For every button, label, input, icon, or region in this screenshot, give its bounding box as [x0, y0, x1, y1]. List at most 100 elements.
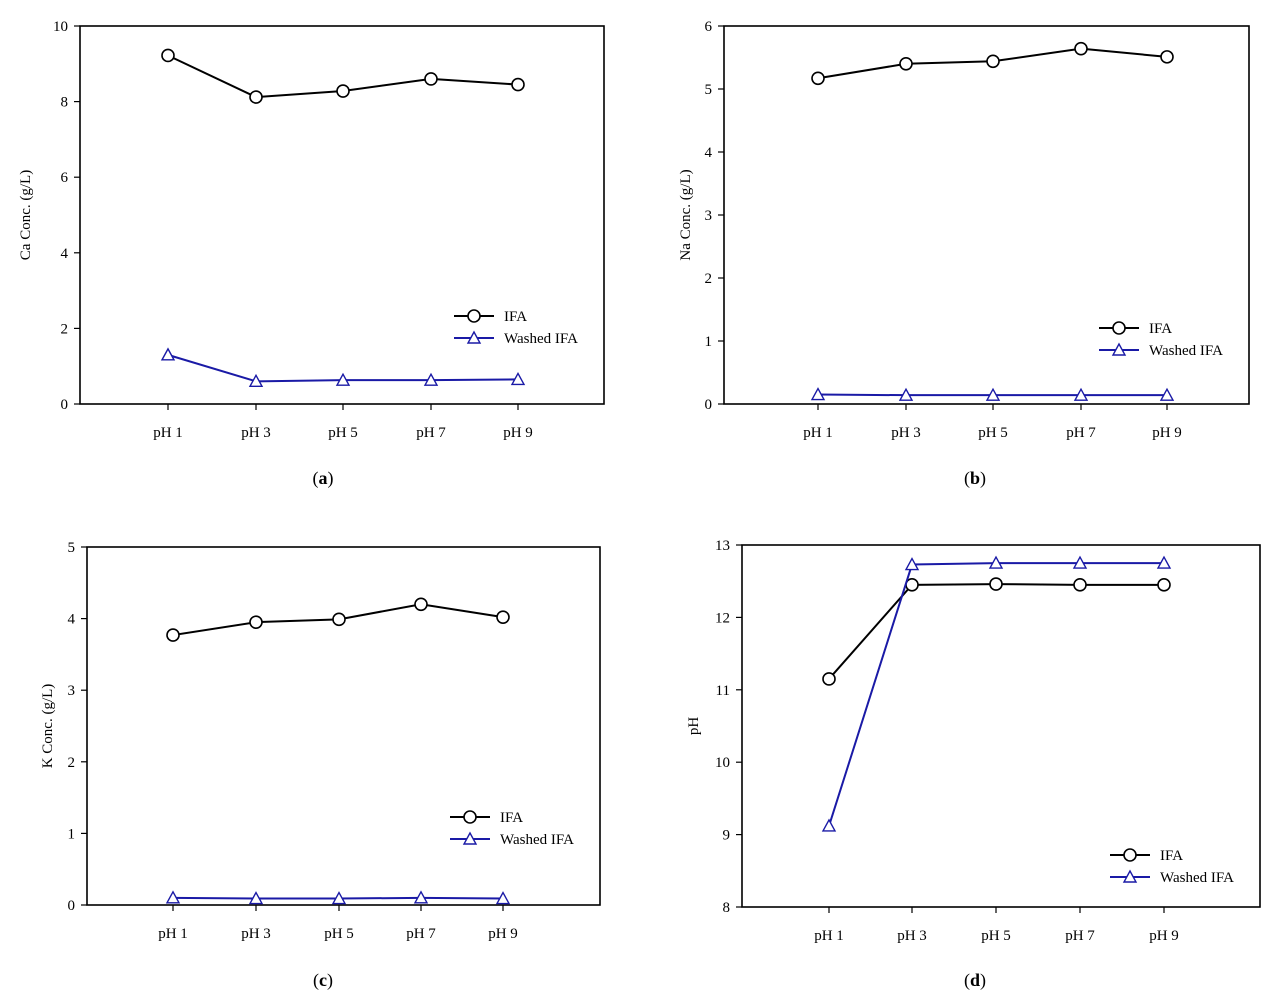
panel-caption-b: (b)	[964, 468, 986, 489]
y-axis-label: K Conc. (g/L)	[40, 684, 56, 769]
data-point-washed-ifa	[510, 371, 526, 386]
caption-paren-close: )	[980, 468, 986, 489]
y-axis-label: Na Conc. (g/L)	[678, 169, 694, 260]
y-tick-label: 3	[68, 683, 76, 699]
legend-label: IFA	[504, 309, 527, 325]
caption-paren-open: (	[313, 970, 319, 991]
y-tick-label: 12	[715, 610, 730, 626]
data-point-ifa	[496, 610, 510, 624]
x-tick-label: pH 1	[153, 425, 183, 441]
data-point-washed-ifa	[248, 891, 264, 905]
legend-entry-ifa: IFA	[1099, 321, 1172, 337]
chart-panel-a: 0 2 4 6 8 10 pH 1 pH 3 pH 5 pH 7 pH 9 Ca Conc. (g/L…	[18, 19, 605, 441]
legend-marker-circle	[1112, 321, 1126, 335]
y-tick-label: 4	[61, 246, 69, 262]
y-axis-label: Ca Conc. (g/L)	[18, 170, 34, 260]
legend-label: IFA	[1160, 848, 1183, 864]
data-point-ifa	[166, 628, 180, 642]
y-tick-label: 10	[53, 19, 68, 35]
data-point-ifa	[1073, 578, 1087, 592]
y-tick-label: 11	[716, 683, 730, 699]
data-point-washed-ifa	[248, 373, 264, 388]
data-point-ifa	[336, 84, 350, 98]
y-tick-label: 5	[68, 540, 76, 556]
legend-entry-ifa: IFA	[1110, 848, 1183, 864]
legend-marker-triangle	[1111, 342, 1127, 356]
y-tick-label: 2	[68, 755, 76, 771]
data-point-ifa	[332, 612, 346, 627]
y-tick-label: 4	[705, 145, 713, 161]
legend-label: IFA	[1149, 321, 1172, 337]
caption-paren-open: (	[313, 468, 319, 489]
data-point-ifa	[1074, 41, 1088, 56]
legend-label: IFA	[500, 810, 523, 826]
data-point-ifa	[511, 77, 525, 92]
caption-letter: a	[319, 468, 328, 488]
legend-marker-circle	[467, 309, 481, 323]
legend-label: Washed IFA	[1160, 870, 1234, 886]
x-tick-label: pH 1	[158, 926, 188, 942]
data-point-ifa	[811, 71, 825, 86]
legend-entry-ifa: IFA	[450, 810, 523, 826]
y-tick-label: 8	[723, 900, 731, 916]
x-tick-label: pH 9	[488, 926, 518, 942]
y-tick-label: 8	[61, 95, 69, 111]
data-point-washed-ifa	[1073, 387, 1089, 401]
caption-letter: b	[970, 468, 980, 488]
chart-panel-b: 0 1 2 3 4 5 6 pH 1 pH 3 pH 5 pH 7 pH 9 Na Conc. (g/L…	[678, 19, 1250, 441]
panel-caption-d: (d)	[964, 970, 986, 991]
x-tick-label: pH 1	[814, 928, 844, 944]
data-point-washed-ifa	[423, 372, 439, 386]
chart-panel-c: 0 1 2 3 4 5 pH 1 pH 3 pH 5 pH 7 pH 9 K Conc. (g/L) I…	[40, 540, 601, 942]
data-point-washed-ifa	[160, 347, 176, 361]
series-line-washed-ifa	[828, 562, 1164, 827]
y-tick-label: 2	[61, 321, 69, 337]
x-tick-label: pH 5	[981, 928, 1011, 944]
x-tick-label: pH 3	[241, 425, 271, 441]
legend-entry-ifa: IFA	[454, 309, 527, 325]
x-tick-label: pH 3	[891, 425, 921, 441]
legend-marker-triangle	[462, 831, 478, 845]
data-point-ifa	[161, 48, 175, 63]
caption-paren-close: )	[328, 468, 334, 489]
y-tick-label: 9	[723, 828, 731, 844]
x-tick-label: pH 9	[503, 425, 533, 441]
data-point-washed-ifa	[1159, 387, 1175, 401]
data-point-washed-ifa	[904, 557, 920, 571]
legend-entry-washed-ifa: Washed IFA	[450, 831, 574, 848]
plot-frame	[86, 546, 601, 906]
data-point-washed-ifa	[988, 555, 1004, 569]
data-point-ifa	[899, 56, 913, 71]
x-tick-label: pH 7	[406, 926, 436, 942]
data-point-washed-ifa	[1072, 555, 1088, 569]
y-tick-label: 0	[68, 898, 76, 914]
data-point-washed-ifa	[331, 891, 347, 905]
caption-paren-open: (	[964, 468, 970, 489]
legend-marker-circle	[1123, 848, 1137, 862]
x-tick-label: pH 5	[328, 425, 358, 441]
y-tick-label: 0	[705, 397, 713, 413]
y-tick-label: 1	[68, 826, 76, 842]
data-point-ifa	[1157, 578, 1171, 592]
data-point-ifa	[1160, 50, 1174, 64]
plot-frame	[79, 25, 605, 405]
data-point-washed-ifa	[1156, 555, 1172, 569]
data-point-washed-ifa	[898, 387, 914, 401]
legend-marker-triangle	[1122, 869, 1138, 883]
y-tick-label: 1	[705, 334, 713, 350]
legend-marker-circle	[463, 810, 477, 824]
x-tick-label: pH 1	[803, 425, 833, 441]
legend-entry-washed-ifa: Washed IFA	[454, 330, 578, 347]
data-point-washed-ifa	[495, 891, 511, 905]
caption-paren-open: (	[964, 970, 970, 991]
data-point-washed-ifa	[413, 890, 429, 904]
data-point-washed-ifa	[165, 890, 181, 904]
data-point-ifa	[424, 72, 438, 86]
legend-label: Washed IFA	[1149, 343, 1223, 359]
y-tick-label: 10	[715, 755, 730, 771]
x-tick-label: pH 9	[1149, 928, 1179, 944]
legend-entry-washed-ifa: Washed IFA	[1110, 869, 1234, 886]
data-point-ifa	[822, 672, 836, 686]
plot-frame	[741, 544, 1261, 908]
